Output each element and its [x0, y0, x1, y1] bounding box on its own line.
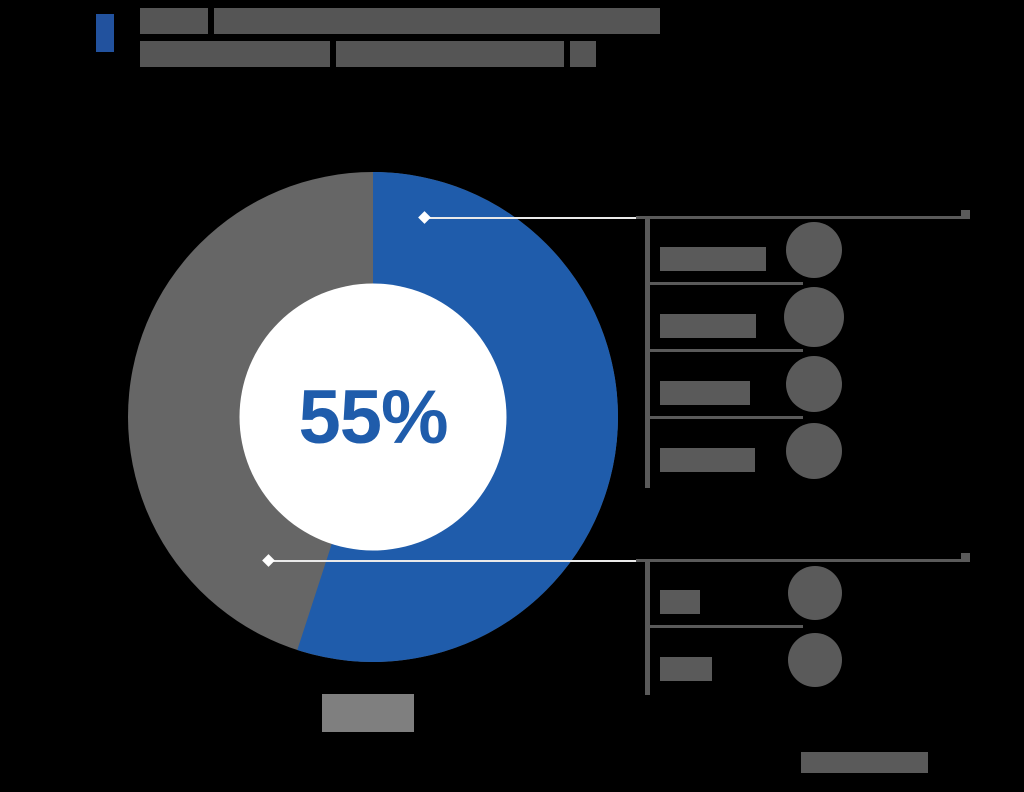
title-text-block [140, 41, 330, 67]
callout-label-redacted [660, 657, 712, 681]
bracket-spine-top [645, 218, 650, 488]
callout-row[interactable] [650, 285, 845, 352]
callout-label-redacted [660, 590, 700, 614]
leader-line-bottom-extension [636, 559, 968, 562]
callout-row[interactable] [650, 561, 845, 628]
callout-label-redacted [660, 381, 750, 405]
source-note-redacted [801, 752, 928, 773]
redacted-circle-icon[interactable] [788, 633, 842, 687]
chart-header [96, 8, 696, 88]
redacted-circle-icon[interactable] [784, 287, 844, 347]
title-text-block [336, 41, 564, 67]
legend-color-swatch [96, 14, 114, 52]
callout-row[interactable] [650, 628, 845, 695]
leader-line-top [424, 217, 636, 219]
leader-line-bottom-cap [961, 553, 970, 562]
title-text-block [214, 8, 660, 34]
donut-caption-redacted [322, 694, 414, 732]
donut-hole [239, 283, 507, 551]
redacted-circle-icon[interactable] [786, 356, 842, 412]
donut-chart-svg [128, 172, 618, 662]
callout-label-redacted [660, 448, 755, 472]
title-text-block [570, 41, 596, 67]
callout-row[interactable] [650, 218, 845, 285]
callout-label-redacted [660, 314, 756, 338]
bracket-spine-bottom [645, 561, 650, 695]
leader-line-bottom [272, 560, 636, 562]
callout-row-rule [650, 416, 803, 419]
leader-line-top-extension [636, 216, 968, 219]
leader-line-top-cap [961, 210, 970, 219]
callout-row-rule [650, 282, 803, 285]
redacted-circle-icon[interactable] [786, 423, 842, 479]
callout-label-redacted [660, 247, 766, 271]
callout-row[interactable] [650, 352, 845, 419]
donut-chart: 55% [128, 172, 618, 662]
callout-group-bottom [645, 561, 845, 695]
callout-row[interactable] [650, 419, 845, 486]
redacted-circle-icon[interactable] [786, 222, 842, 278]
callout-group-top [645, 218, 845, 488]
title-text-block [140, 8, 208, 34]
callout-row-rule [650, 625, 803, 628]
callout-row-rule [650, 349, 803, 352]
redacted-circle-icon[interactable] [788, 566, 842, 620]
